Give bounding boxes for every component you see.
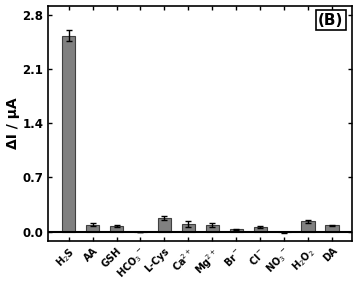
Bar bbox=[182, 224, 195, 232]
Bar bbox=[253, 227, 267, 232]
Bar bbox=[86, 224, 99, 232]
Bar bbox=[325, 225, 339, 232]
Bar bbox=[62, 36, 75, 232]
Bar bbox=[110, 226, 123, 232]
Bar bbox=[301, 222, 315, 232]
Bar bbox=[206, 225, 219, 232]
Bar bbox=[158, 218, 171, 232]
Y-axis label: ΔI / μA: ΔI / μA bbox=[6, 97, 20, 149]
Text: (B): (B) bbox=[318, 13, 343, 28]
Bar bbox=[229, 229, 243, 232]
